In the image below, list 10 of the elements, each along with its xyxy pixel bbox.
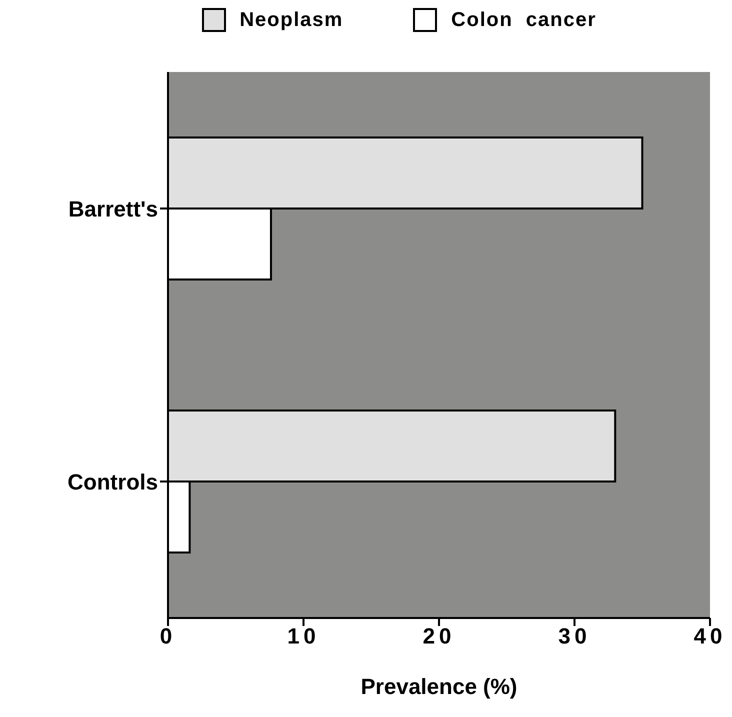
legend-label: Colon cancer: [451, 8, 596, 32]
y-tick-label: Controls: [68, 469, 158, 494]
y-tick-label: Barrett's: [68, 196, 158, 222]
x-tick-label: 30: [558, 624, 591, 649]
x-tick-label: 20: [422, 624, 456, 649]
legend-label: Neoplasm: [240, 8, 344, 32]
x-tick-label: 10: [287, 624, 320, 649]
x-axis-title: Prevalence (%): [360, 674, 518, 699]
x-tick-label: 0: [160, 624, 176, 649]
x-tick-label: 40: [694, 624, 726, 649]
